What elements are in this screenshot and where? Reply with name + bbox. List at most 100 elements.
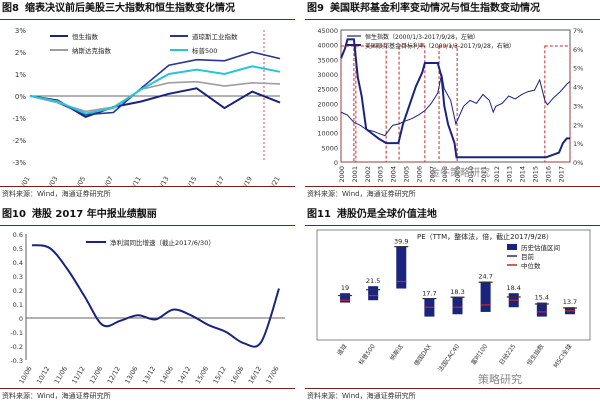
fig10-ytick-label: 0.5 [13, 245, 23, 253]
fig10-xtick-label: 16/12 [247, 365, 263, 385]
fig9-xtick-label: 2002 [364, 166, 372, 183]
fig9-left-tick-label: 45000 [317, 27, 338, 35]
fig11-xtick-label: MSCI全球 [552, 343, 574, 370]
fig9-xtick-label: 2017 [557, 166, 565, 183]
fig11-value-label: 39.9 [394, 237, 408, 245]
fig11-xtick-label: 日经225 [497, 342, 517, 366]
fig9-xtick-label: 2012 [493, 166, 501, 183]
fig11-xtick-label: 标普500 [357, 342, 377, 366]
fig9-xtick-label: 2008 [441, 166, 449, 183]
fig11-value-label: 19 [341, 284, 349, 292]
fig10-title: 图10 港股 2017 年中报业绩靓丽 [2, 209, 157, 220]
fig10-xtick-label: 10/06 [17, 365, 33, 385]
fig10-xtick-label: 15/12 [212, 365, 228, 385]
fig10-xtick-label: 13/12 [141, 365, 157, 385]
fig9-right-tick-label: 1% [573, 140, 583, 148]
fig11-source: 资料来源：Wind，海通证券研究所 [307, 392, 416, 400]
fig9-xtick-label: 2006 [415, 166, 423, 183]
fig9-left-tick-label: 0 [334, 159, 338, 167]
fig10-ytick-label: 0.4 [13, 259, 23, 267]
fig10-ytick-label: 0 [19, 315, 23, 323]
fig10-xtick-label: 11/06 [53, 365, 69, 385]
panel-fig10: 图10 港股 2017 年中报业绩靓丽 -0.3 -0.2 -0.1 0 0.1 0.2 0.… [0, 206, 295, 402]
fig10-xtick-label: 15/06 [194, 365, 210, 385]
fig9-right-tick-label: 6% [573, 46, 583, 54]
fig11-title: 图11 港股仍是全球价值洼地 [307, 209, 437, 220]
fig9-series-line [340, 38, 570, 159]
fig8-legend-label: 恒生指数 [72, 32, 99, 41]
fig10-xtick-label: 14/12 [176, 365, 192, 385]
fig9-xtick-label: 2003 [377, 166, 385, 183]
fig9-legend-label: 美国联邦基金目标利率（2000/1/3-2017/9/28，右轴） [365, 42, 515, 50]
fig9-xtick-label: 2001 [351, 166, 359, 183]
fig8-legend-label: 道琼斯工业指数 [192, 32, 238, 41]
watermark-top: 金牛策略研究 [430, 168, 490, 179]
fig9-right-tick-label: 4% [573, 84, 583, 92]
panel-fig11: 图11 港股仍是全球价值洼地 PE（TTM，整体法，倍，截止2017/9/28） 历… [305, 206, 600, 402]
fig10-xtick-label: 13/06 [123, 365, 139, 385]
fig9-left-tick-label: 10000 [317, 130, 338, 138]
fig11-value-label: 18.4 [506, 284, 520, 292]
fig11-xtick-label: 法国CAC40 [436, 342, 461, 373]
fig9-highlight-box [340, 45, 355, 163]
fig8-legend-label: 标普500 [192, 46, 217, 55]
fig9-left-tick-label: 15000 [317, 115, 338, 123]
fig9-xtick-label: 2004 [390, 166, 398, 183]
fig9-right-tick-label: 7% [573, 27, 583, 35]
fig9-left-tick-label: 35000 [317, 56, 338, 64]
fig8-series-line [29, 87, 281, 118]
fig11-value-label: 21.5 [366, 277, 380, 285]
fig9-chart: 0 5000 10000 15000 20000 25000 30000 35000 40000… [317, 27, 583, 183]
fig9-xtick-label: 2013 [506, 166, 514, 183]
fig8-series-line [29, 65, 281, 115]
fig8-ytick-label: -1% [12, 115, 26, 123]
fig11-legend-label: 中位数 [521, 261, 541, 270]
fig9-xtick-label: 2010 [467, 166, 475, 183]
fig9-left-tick-label: 5000 [321, 144, 338, 152]
fig9-highlight-box [355, 45, 387, 163]
fig9-left-tick-label: 20000 [317, 100, 338, 108]
fig8-title: 图8 缩表决议前后美股三大指数和恒生指数变化情况 [2, 3, 235, 14]
fig9-xtick-label: 2000 [338, 166, 346, 183]
fig11-range-bar [452, 297, 463, 315]
fig11-chart-title: PE（TTM，整体法，倍，截止2017/9/28） [417, 232, 553, 241]
fig8-ytick-label: -2% [12, 137, 26, 145]
fig9-xtick-label: 2016 [544, 166, 552, 183]
fig8-legend-label: 纳斯达克指数 [72, 46, 112, 55]
fig9-right-tick-label: 5% [573, 65, 583, 73]
fig9-highlight-box [438, 45, 458, 163]
fig9-right-tick-label: 0% [573, 159, 583, 167]
fig9-highlight-box [398, 45, 426, 163]
fig10-xtick-label: 10/12 [35, 365, 51, 385]
fig10-ytick-label: 0.6 [13, 231, 23, 239]
fig9-xtick-label: 2005 [403, 166, 411, 183]
fig9-xtick-label: 2014 [519, 166, 527, 183]
fig10-chart: -0.3 -0.2 -0.1 0 0.1 0.2 0.3 0.4 0.5 0.6 10/06 10/1… [10, 231, 285, 385]
fig10-legend-label: 净利润同比增速（截止2017/6/30） [110, 238, 215, 247]
watermark-bottom: 策略研究 [478, 373, 522, 386]
fig9-xtick-label: 2011 [480, 166, 488, 183]
fig8-ytick-label: 2% [15, 49, 26, 57]
fig10-xtick-label: 12/12 [106, 365, 122, 385]
panel-fig9: 图9 美国联邦基金利率变动情况与恒生指数变动情况 0 5000 10000 15000 2… [305, 0, 600, 201]
fig11-xtick-label: 道琼 [335, 343, 348, 357]
fig10-ytick-label: 0.1 [13, 301, 23, 309]
fig8-ytick-label: -3% [12, 159, 26, 167]
fig11-range-bar [536, 302, 547, 317]
fig11-value-label: 15.4 [535, 294, 549, 302]
fig11-legend-label: 历史估值区间 [521, 243, 560, 252]
fig10-xtick-label: 11/12 [70, 365, 86, 385]
fig10-source: 资料来源：Wind，海通证券研究所 [2, 392, 111, 400]
fig11-plot-frame [316, 229, 591, 341]
fig10-ytick-label: -0.3 [10, 357, 23, 365]
fig11-value-label: 24.7 [478, 273, 492, 281]
fig10-ytick-label: -0.2 [10, 343, 23, 351]
fig10-series-line [31, 244, 280, 348]
fig9-left-tick-label: 25000 [317, 86, 338, 94]
fig11-xtick-label: 恒生指数 [525, 343, 545, 367]
fig10-xtick-label: 16/06 [229, 365, 245, 385]
fig9-left-tick-label: 40000 [317, 42, 338, 50]
fig11-range-bar [480, 281, 491, 312]
fig9-right-tick-label: 2% [573, 121, 583, 129]
fig10-xtick-label: 14/06 [159, 365, 175, 385]
